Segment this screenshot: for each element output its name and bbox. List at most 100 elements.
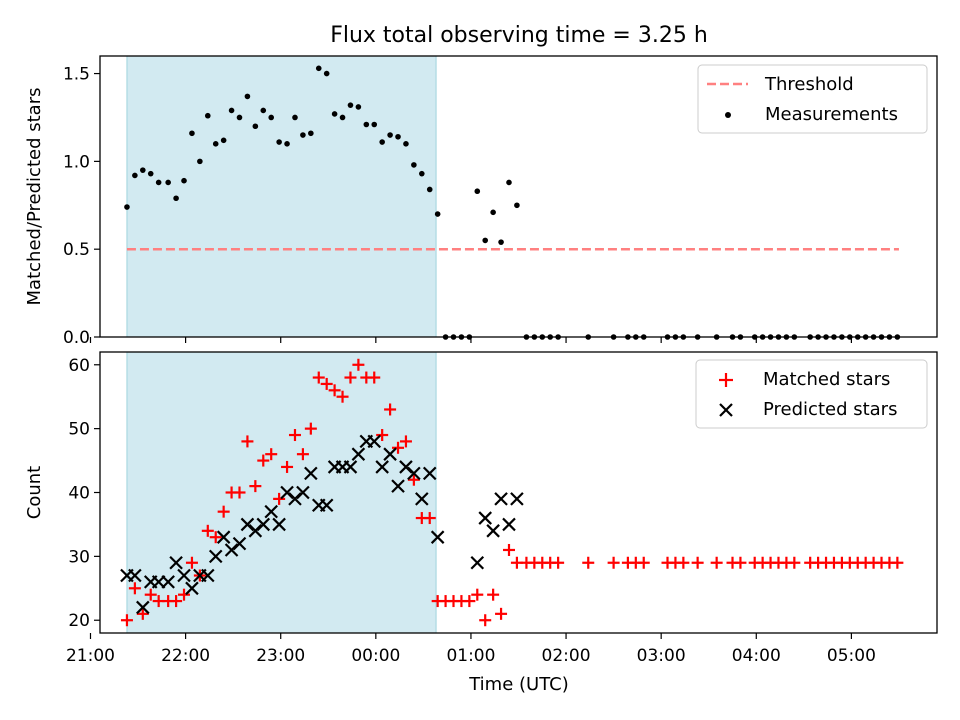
measurement-point — [165, 179, 171, 186]
measurement-point — [276, 139, 282, 145]
matched-star-point — [582, 556, 595, 569]
matched-star-point — [691, 556, 704, 569]
x-tick-label: 21:00 — [66, 646, 115, 666]
matched-star-point — [217, 505, 230, 518]
matched-star-point — [288, 429, 301, 442]
count-panel: 20 30 40 50 60 21:00 22:00 23:00 00:00 01:00 02:0… — [24, 351, 938, 666]
y-tick-label: 0.5 — [63, 240, 90, 260]
predicted-star-point — [208, 549, 223, 564]
ratio-legend: Threshold Measurements — [697, 64, 928, 134]
measurement-point — [140, 167, 146, 173]
count-panel-frame — [99, 351, 938, 634]
predicted-star-point — [383, 447, 397, 461]
measurement-point — [411, 162, 417, 168]
measurement-point — [395, 133, 401, 140]
measurement-point — [379, 139, 385, 145]
y-tick-label: 50 — [68, 420, 90, 440]
matched-star-point — [384, 403, 397, 416]
matched-star-point — [144, 588, 157, 601]
measurement-point — [300, 132, 306, 138]
matched-star-point — [136, 607, 149, 620]
matched-star-point — [502, 543, 515, 556]
matched-star-point — [352, 358, 365, 371]
matched-star-point — [328, 384, 341, 397]
matched-star-point — [265, 448, 278, 461]
matched-star-point — [495, 607, 508, 620]
predicted-star-point — [185, 581, 199, 596]
matched-star-point — [423, 512, 436, 525]
measurement-point — [268, 114, 275, 121]
matched-star-point — [120, 614, 133, 627]
measurement-point — [371, 121, 378, 128]
predicted-star-point — [470, 555, 485, 570]
y-tick-label: 30 — [68, 547, 90, 567]
measurement-point — [236, 114, 243, 121]
matched-star-points — [120, 358, 904, 627]
observing-window-span — [126, 55, 437, 338]
measurement-point — [228, 107, 235, 114]
matched-star-point — [312, 371, 325, 384]
ratio-y-ticks: 0.0 0.5 1.0 1.5 — [63, 65, 100, 348]
matched-star-point — [241, 435, 254, 448]
predicted-star-point — [256, 517, 271, 532]
predicted-star-point — [216, 530, 231, 544]
measurement-point — [498, 239, 504, 245]
predicted-star-point — [177, 568, 191, 583]
predicted-star-point — [478, 511, 492, 525]
predicted-star-point — [502, 517, 516, 532]
matched-star-point — [281, 460, 294, 473]
measurement-point — [482, 237, 489, 244]
predicted-star-point — [343, 460, 358, 474]
measurement-point — [514, 202, 520, 209]
matched-star-point — [128, 582, 141, 595]
matched-star-point — [479, 614, 492, 627]
matched-star-point — [170, 595, 183, 608]
predicted-star-point — [510, 492, 524, 506]
matched-star-point — [336, 390, 349, 403]
matched-star-point — [407, 473, 420, 486]
matched-star-point — [233, 486, 246, 499]
count-x-ticks: 21:00 22:00 23:00 00:00 01:00 02:00 03:00 04:00… — [66, 633, 876, 666]
predicted-star-point — [128, 568, 142, 583]
measurement-point — [212, 141, 219, 147]
measurement-point — [331, 111, 338, 117]
matched-star-point — [178, 588, 191, 601]
predicted-star-point — [169, 555, 183, 570]
x-tick-label: 22:00 — [161, 646, 210, 666]
matched-star-point — [257, 454, 270, 467]
measurement-point — [387, 132, 393, 138]
measurement-point — [490, 209, 496, 216]
y-tick-label: 1.0 — [63, 152, 90, 172]
predicted-star-point — [494, 492, 508, 506]
matched-star-point — [376, 429, 389, 442]
y-tick-label: 0.0 — [63, 328, 90, 348]
x-tick-label: 23:00 — [256, 646, 305, 666]
measurement-point — [419, 170, 425, 177]
matched-star-point — [304, 422, 317, 435]
matched-star-point — [185, 556, 198, 569]
predicted-star-point — [430, 530, 445, 544]
measurement-point — [308, 130, 314, 137]
measurement-point — [155, 179, 162, 186]
predicted-star-point — [319, 498, 334, 513]
legend-measurements-swatch — [725, 112, 731, 118]
measurement-point — [506, 179, 512, 186]
predicted-star-point — [201, 568, 215, 583]
predicted-star-point — [351, 447, 366, 461]
count-legend-box — [695, 359, 928, 429]
measurement-point — [132, 172, 138, 179]
x-tick-label: 05:00 — [827, 646, 876, 666]
y-tick-label: 1.5 — [63, 65, 90, 85]
matched-star-point — [344, 371, 357, 384]
predicted-star-point — [486, 524, 500, 538]
matched-star-point — [273, 492, 286, 505]
predicted-star-point — [232, 536, 247, 551]
matched-star-point — [368, 371, 381, 384]
count-legend: Matched stars Predicted stars — [695, 359, 928, 429]
measurement-point — [147, 170, 154, 177]
measurement-point — [355, 104, 362, 110]
predicted-star-point — [407, 466, 421, 481]
figure-title: Flux total observing time = 3.25 h — [330, 23, 708, 48]
legend-predicted-label: Predicted stars — [763, 399, 897, 420]
